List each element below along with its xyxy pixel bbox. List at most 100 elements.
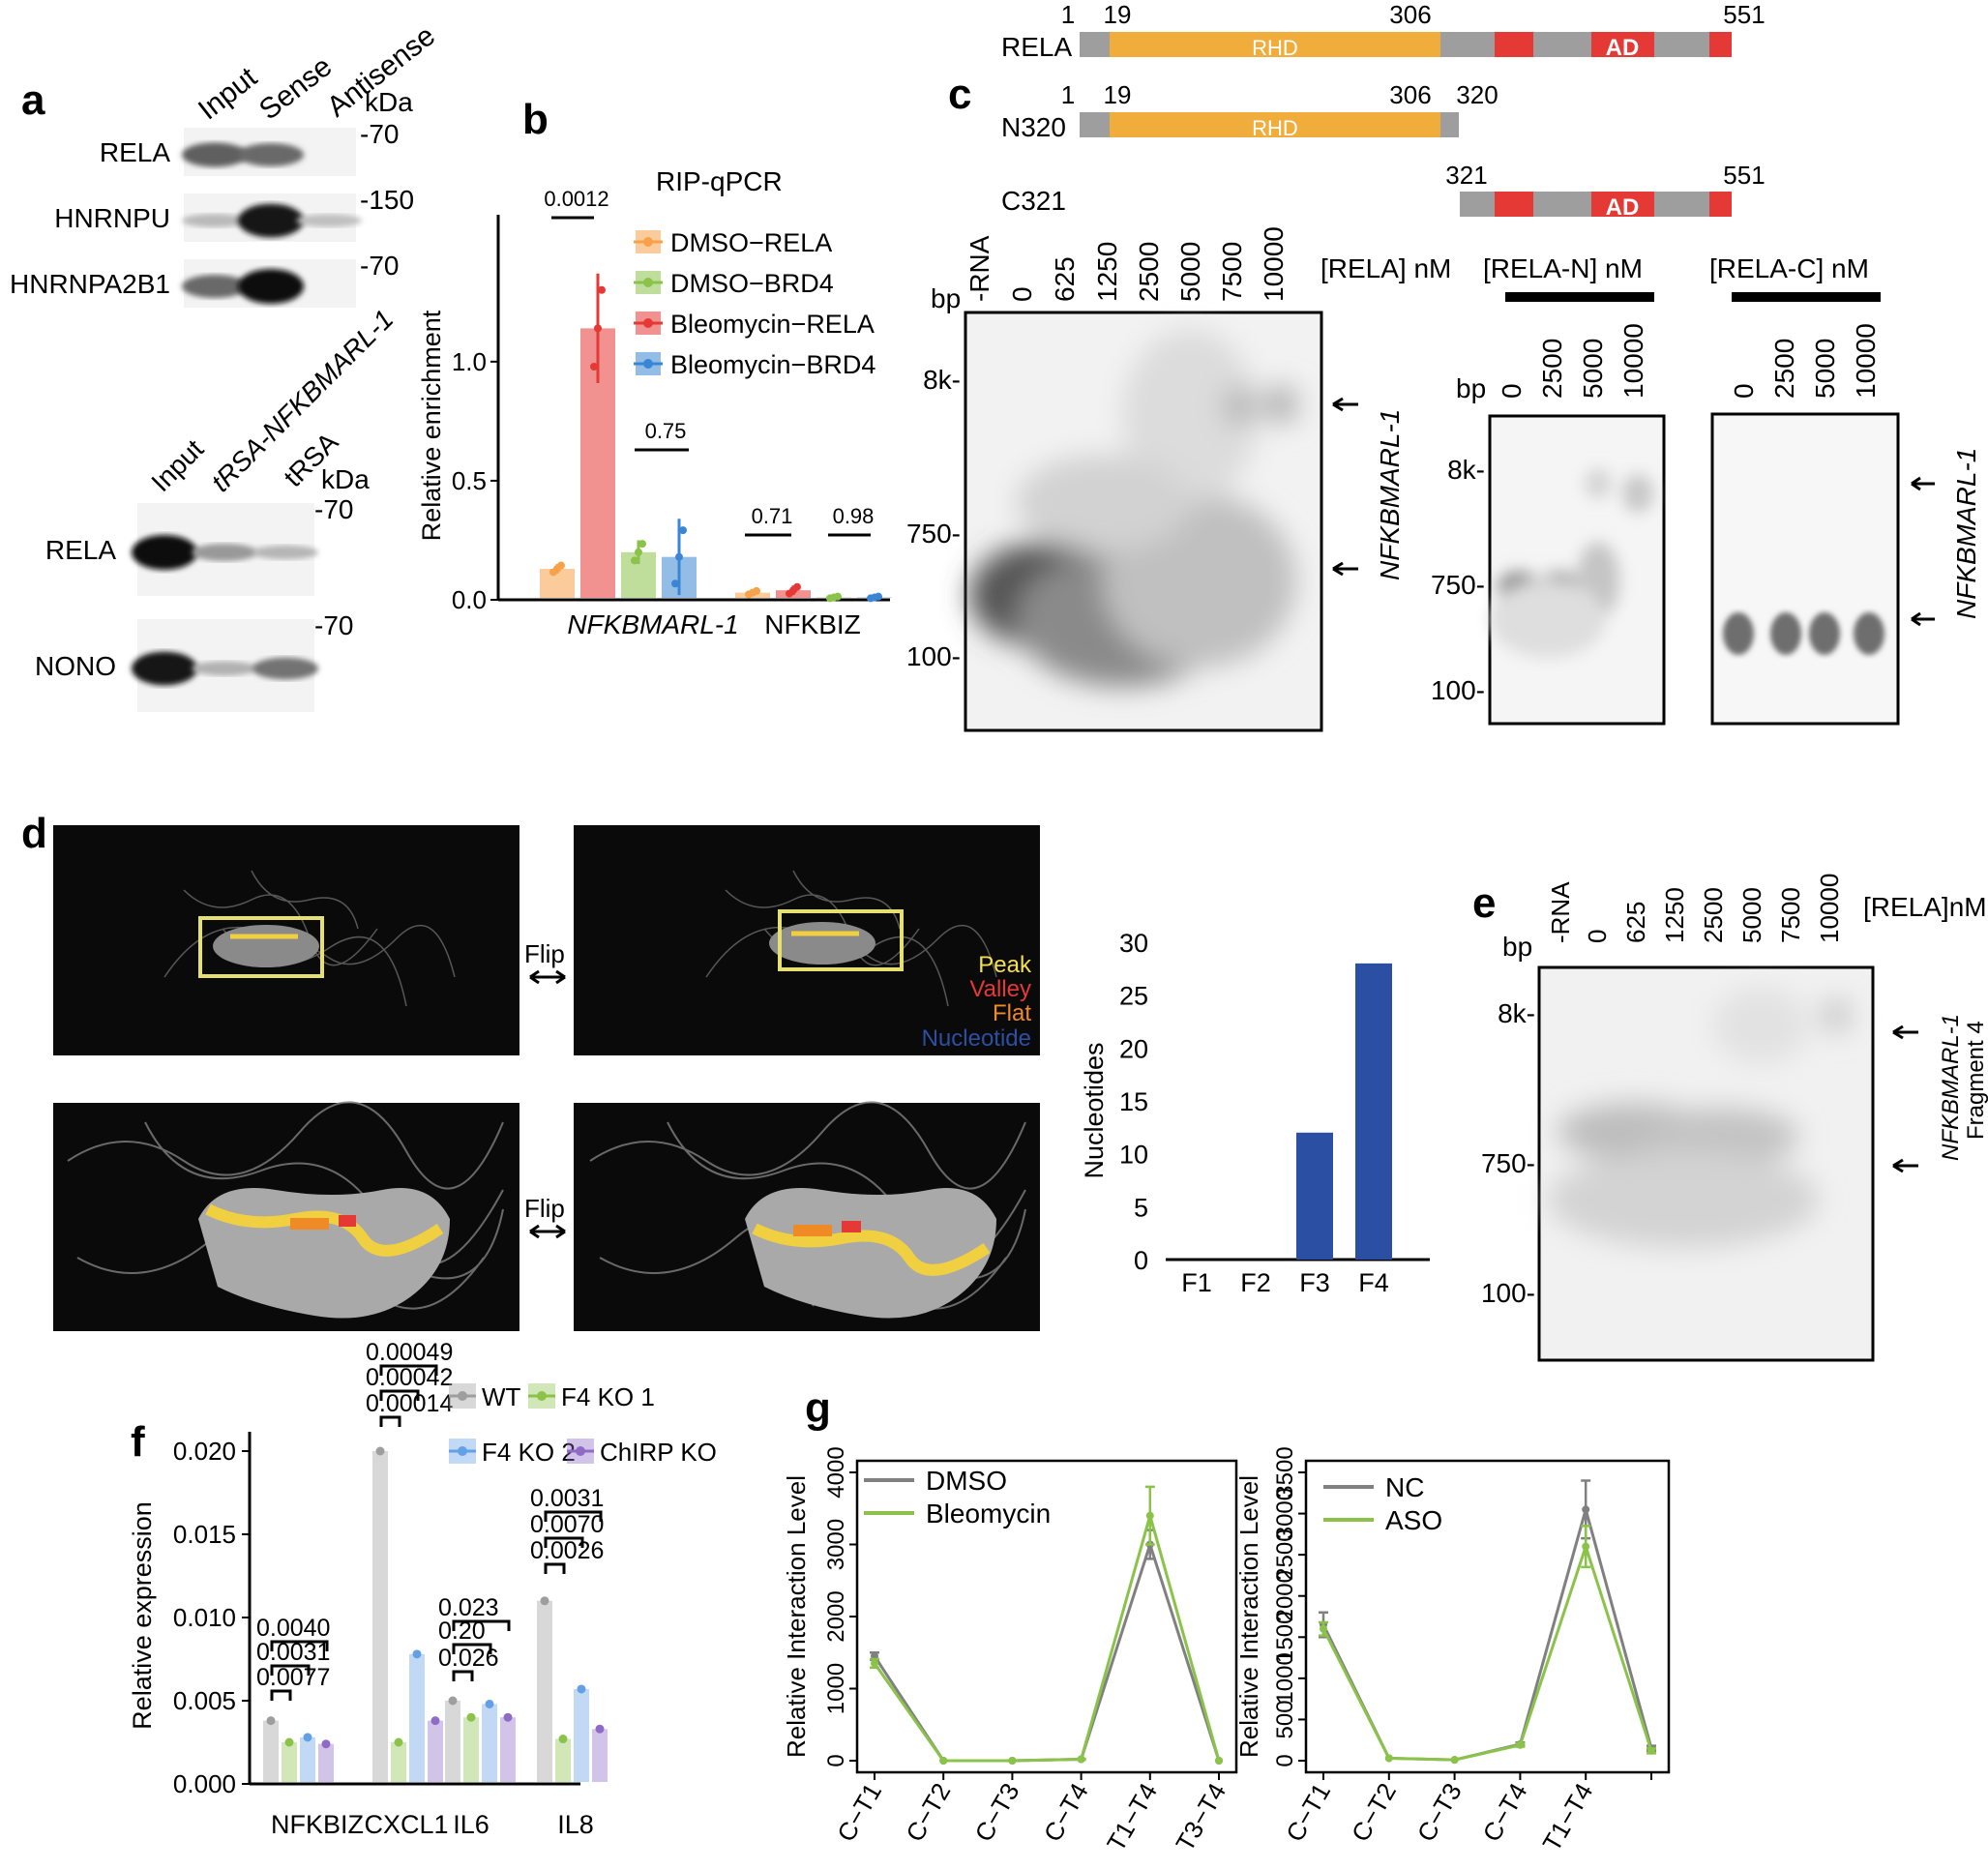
data-point — [466, 1712, 476, 1722]
significance-bracket — [270, 1664, 311, 1676]
tad-segment — [1709, 192, 1732, 217]
data-point — [631, 556, 638, 565]
data-point — [430, 1716, 440, 1726]
data-point — [266, 1716, 276, 1726]
gel-frame — [1488, 414, 1666, 726]
p-value: 0.98 — [833, 504, 875, 528]
pos-label: 306 — [1389, 0, 1431, 29]
blot1-lane-label: Input — [193, 61, 263, 126]
blot-band — [182, 275, 248, 298]
data-point — [1077, 1755, 1085, 1764]
binding-residues-zoom — [205, 1203, 991, 1276]
emsa-gel-full: bp [RELA] nM 8k- 750- 100- -RNA 0 625 1250 2… — [906, 226, 1451, 732]
gel-lane-label: 10000 — [1618, 323, 1648, 399]
data-point — [594, 324, 602, 333]
gel-lane-label: 10000 — [1851, 323, 1881, 399]
significance-bracket — [270, 1689, 292, 1701]
blot-band — [252, 545, 318, 560]
p-value: 0.0077 — [256, 1664, 330, 1691]
construct-name: C321 — [1001, 186, 1066, 216]
protein-surface — [769, 922, 875, 965]
pos-label: 19 — [1104, 0, 1132, 29]
data-point — [590, 363, 598, 371]
y-tick-label: 3000 — [823, 1519, 849, 1570]
protein-surface — [213, 925, 319, 967]
gel-lane-label: 5000 — [1810, 339, 1840, 399]
legend-valley: Valley — [969, 976, 1031, 1002]
data-point — [1145, 1511, 1154, 1520]
x-category-label: NFKBIZ — [271, 1810, 364, 1839]
gel-lane-label: 10000 — [1815, 874, 1844, 943]
gel-lane-label: 2500 — [1769, 339, 1799, 399]
conc-label: [RELA]nM — [1863, 892, 1987, 922]
x-category-label: C−T3 — [1411, 1778, 1468, 1847]
ad-label: AD — [1606, 194, 1640, 221]
panel-d: d Flip Flip — [21, 810, 1430, 1331]
bar — [1355, 963, 1392, 1260]
data-point — [753, 586, 760, 595]
panel-d-letter: d — [21, 810, 47, 857]
blot-band — [192, 661, 257, 676]
y-tick-label: 0.020 — [173, 1437, 236, 1466]
y-tick-label: 4000 — [823, 1446, 849, 1498]
y-tick-label: 1500 — [1272, 1612, 1298, 1663]
data-point — [485, 1699, 494, 1708]
panel-f: f 0.000 0.005 0.010 0.015 0.020 Relative expr… — [128, 1339, 717, 1839]
conc-label: [RELA] nM — [1320, 253, 1451, 283]
legend-dot — [643, 237, 653, 247]
gel-lane-label: -RNA — [1546, 881, 1575, 943]
legend-label: NC — [1385, 1472, 1424, 1502]
bar — [463, 1717, 479, 1782]
blot-marker: -70 — [360, 119, 399, 149]
p-value: 0.00042 — [366, 1364, 453, 1391]
blot-band — [252, 657, 318, 680]
data-point — [675, 552, 683, 561]
y-axis-label: Relative enrichment — [417, 310, 446, 541]
gel-bands — [1723, 612, 1884, 655]
structure-legend: Peak Valley Flat Nucleotide — [922, 952, 1032, 1052]
chart-f: 0.000 0.005 0.010 0.015 0.020 Relative expres… — [128, 1339, 717, 1839]
p-value: 0.0026 — [530, 1537, 604, 1564]
rhd-label: RHD — [1252, 36, 1298, 60]
legend-dot — [458, 1446, 467, 1456]
pos-label: 1 — [1061, 80, 1075, 109]
y-tick-label: 25 — [1119, 982, 1148, 1011]
arrow-icon — [1911, 476, 1935, 491]
double-arrow-icon — [529, 969, 566, 985]
gel-lane-label: 5000 — [1737, 887, 1766, 943]
legend-label: ASO — [1385, 1505, 1442, 1535]
bar — [318, 1743, 334, 1782]
plot-frame — [1304, 1459, 1671, 1774]
pos-label: 1 — [1061, 0, 1075, 29]
x-category-label: C−T3 — [968, 1778, 1024, 1847]
panel-g-letter: g — [805, 1384, 831, 1432]
p-value: 0.0040 — [256, 1615, 330, 1642]
size-marker: 100- — [906, 641, 961, 671]
blot-band — [238, 269, 304, 304]
significance-bracket — [544, 1562, 566, 1574]
p-value: 0.0031 — [530, 1485, 604, 1512]
bar — [282, 1742, 297, 1782]
ad-label: AD — [1606, 35, 1640, 61]
data-point — [321, 1739, 331, 1749]
pos-label: 551 — [1723, 161, 1765, 190]
protein-surface-zoom — [745, 1188, 996, 1319]
gel-lane-label: 10000 — [1259, 226, 1289, 302]
bar — [482, 1704, 497, 1782]
x-category-label: C−T1 — [831, 1778, 887, 1847]
data-point — [1582, 1505, 1590, 1514]
data-point — [679, 526, 687, 535]
bar — [263, 1720, 279, 1782]
legend-dot — [643, 278, 653, 287]
y-tick-label: 20 — [1119, 1034, 1148, 1063]
gel-smear — [1548, 987, 1852, 1248]
gel-full-lane-labels: -RNA 0 625 1250 2500 5000 7500 10000 — [964, 226, 1289, 302]
gel-lane-label: 5000 — [1175, 242, 1205, 302]
legend-label: WT — [482, 1382, 521, 1411]
ad-domain — [1591, 32, 1654, 57]
legend-label: DMSO — [926, 1466, 1007, 1496]
size-marker: 750- — [1481, 1148, 1535, 1178]
data-point — [1320, 1624, 1327, 1633]
construct-name: RELA — [1001, 32, 1072, 62]
rna-label-2: Fragment 4 — [1963, 1021, 1988, 1140]
